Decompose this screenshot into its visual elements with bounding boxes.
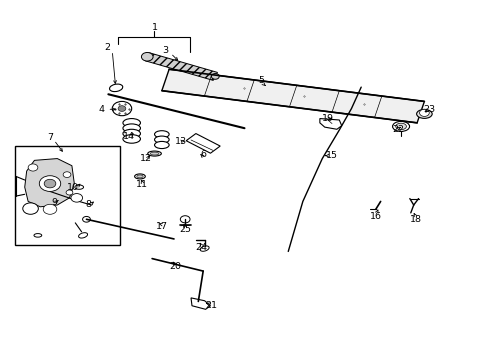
Text: 5: 5 — [258, 76, 264, 85]
Text: 11: 11 — [136, 180, 148, 189]
Ellipse shape — [200, 246, 209, 251]
Text: 18: 18 — [409, 215, 421, 224]
Ellipse shape — [154, 131, 169, 138]
Bar — [15, 146, 119, 245]
Text: 13: 13 — [175, 137, 187, 146]
Text: 1: 1 — [151, 23, 157, 32]
Polygon shape — [162, 69, 424, 123]
Text: 7: 7 — [47, 133, 53, 142]
Ellipse shape — [154, 141, 169, 149]
Circle shape — [141, 53, 153, 61]
Text: 23: 23 — [422, 105, 434, 114]
Text: 4: 4 — [98, 105, 104, 114]
Text: 21: 21 — [205, 301, 217, 310]
Text: 20: 20 — [169, 262, 181, 271]
Circle shape — [112, 102, 131, 116]
Circle shape — [63, 172, 71, 177]
Text: 8: 8 — [85, 200, 91, 209]
Text: 25: 25 — [179, 225, 191, 234]
Text: 9: 9 — [51, 198, 57, 207]
Circle shape — [419, 109, 428, 116]
Text: 17: 17 — [156, 222, 167, 231]
Ellipse shape — [75, 185, 83, 189]
Text: 6: 6 — [200, 150, 206, 159]
Circle shape — [23, 203, 38, 214]
Ellipse shape — [150, 152, 159, 155]
Circle shape — [118, 106, 125, 111]
Ellipse shape — [34, 234, 41, 237]
Circle shape — [43, 204, 57, 214]
Text: 12: 12 — [140, 154, 152, 163]
Ellipse shape — [109, 84, 122, 91]
Ellipse shape — [147, 151, 161, 156]
Ellipse shape — [79, 233, 87, 238]
Circle shape — [44, 179, 56, 188]
Circle shape — [71, 194, 82, 202]
Polygon shape — [191, 298, 210, 309]
Circle shape — [28, 164, 38, 171]
Ellipse shape — [122, 129, 140, 138]
Ellipse shape — [395, 123, 406, 130]
Circle shape — [66, 190, 73, 195]
Ellipse shape — [122, 135, 140, 143]
Polygon shape — [25, 158, 74, 207]
Text: 24: 24 — [195, 243, 207, 252]
Polygon shape — [186, 134, 220, 153]
Polygon shape — [145, 53, 217, 80]
Text: 3: 3 — [163, 46, 168, 55]
Circle shape — [180, 216, 190, 223]
Text: 22: 22 — [391, 126, 403, 135]
Circle shape — [82, 216, 90, 222]
Ellipse shape — [134, 174, 145, 179]
Ellipse shape — [154, 136, 169, 143]
Ellipse shape — [122, 118, 140, 127]
Polygon shape — [319, 118, 341, 129]
Ellipse shape — [416, 109, 431, 118]
Circle shape — [211, 73, 219, 79]
Text: 14: 14 — [122, 132, 135, 141]
Text: 2: 2 — [104, 42, 110, 51]
Text: 15: 15 — [325, 151, 337, 160]
Ellipse shape — [392, 121, 409, 131]
Ellipse shape — [122, 124, 140, 132]
Text: 16: 16 — [369, 212, 381, 221]
Ellipse shape — [137, 175, 143, 178]
Text: 10: 10 — [67, 183, 79, 192]
Text: 19: 19 — [322, 114, 333, 123]
Circle shape — [39, 176, 61, 192]
